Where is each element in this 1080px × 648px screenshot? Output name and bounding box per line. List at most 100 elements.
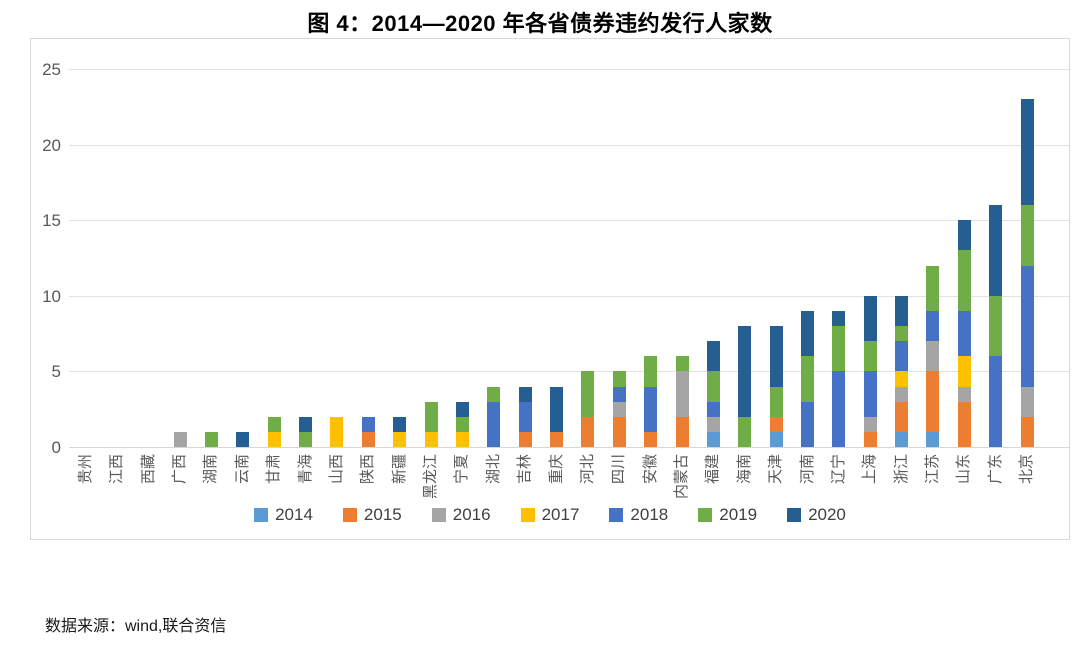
bar-segment-江苏-2014 [926, 431, 940, 447]
bar-segment-福建-2018 [706, 401, 720, 417]
x-axis-label-河北: 河北 [578, 454, 596, 485]
bar-segment-新疆-2020 [393, 416, 407, 432]
legend-swatch-icon [698, 508, 713, 522]
bar-segment-陕西-2015 [361, 431, 375, 447]
x-axis-label-江西: 江西 [108, 454, 126, 485]
bar-segment-安徽-2019 [644, 356, 658, 387]
chart-area: 0 5 10 15 20 25 贵州 江西 西藏 广西 湖南 云南 甘肃 青海 山西 陕西 新疆 黑龙江 宁夏 湖北吉… [30, 38, 1070, 540]
bar-segment-山东-2019 [957, 250, 971, 311]
y-axis-tick-label: 20 [42, 135, 61, 155]
bar-segment-黑龙江-2017 [424, 431, 438, 447]
bar-segment-宁夏-2017 [455, 431, 469, 447]
bar-segment-江苏-2019 [926, 265, 940, 311]
bar-segment-广东-2019 [989, 295, 1003, 357]
bar-segment-上海-2020 [863, 295, 877, 342]
bar-segment-广西-2016 [173, 431, 187, 447]
legend-label: 2019 [719, 505, 758, 524]
bar-宁夏 [455, 401, 469, 447]
bar-segment-河北-2019 [581, 371, 595, 417]
bar-segment-上海-2019 [863, 341, 877, 372]
x-axis-label-海南: 海南 [735, 454, 753, 485]
bar-segment-浙江-2017 [895, 371, 909, 387]
bar-山东 [957, 220, 971, 447]
bar-天津 [769, 326, 783, 447]
bar-重庆 [550, 386, 564, 447]
bar-四川 [612, 371, 626, 447]
x-axis-label-辽宁: 辽宁 [829, 454, 847, 485]
bar-浙江 [895, 295, 909, 447]
bar-甘肃 [267, 416, 281, 447]
bar-segment-重庆-2020 [550, 386, 564, 432]
bar-segment-山东-2015 [957, 401, 971, 447]
gridline-y5 [69, 371, 1069, 373]
bar-segment-湖北-2019 [487, 386, 501, 402]
source-note: 数据来源：wind,联合资信 [45, 618, 227, 635]
bar-segment-青海-2019 [299, 431, 313, 447]
x-axis-label-安徽: 安徽 [641, 454, 659, 485]
bar-segment-北京-2018 [1020, 265, 1034, 387]
bar-上海 [863, 295, 877, 447]
bar-segment-福建-2019 [706, 371, 720, 402]
gridline-y25 [69, 69, 1069, 70]
legend-swatch-icon [254, 508, 269, 522]
x-axis-label-上海: 上海 [861, 454, 879, 485]
bar-吉林 [518, 386, 532, 447]
bar-segment-内蒙古-2019 [675, 356, 689, 372]
x-axis-label-天津: 天津 [767, 454, 785, 485]
legend-swatch-icon [342, 508, 357, 522]
x-axis-label-广东: 广东 [986, 454, 1004, 485]
bar-青海 [299, 416, 313, 447]
legend-label: 2016 [452, 505, 491, 524]
chart-legend: 2014 2015 2016 2017 2018 2019 2020 [31, 505, 1069, 525]
bar-segment-内蒙古-2015 [675, 416, 689, 447]
bar-segment-天津-2014 [769, 431, 783, 447]
x-axis-label-山东: 山东 [955, 454, 973, 485]
bar-segment-山东-2020 [957, 220, 971, 251]
x-axis-label-山西: 山西 [327, 454, 345, 485]
bar-segment-福建-2016 [706, 416, 720, 432]
x-axis-label-浙江: 浙江 [892, 454, 910, 485]
bar-黑龙江 [424, 401, 438, 447]
bar-segment-福建-2020 [706, 341, 720, 372]
x-axis-label-福建: 福建 [704, 454, 722, 485]
bar-河南 [801, 310, 814, 447]
gridline-y10 [69, 295, 1069, 297]
bar-segment-广东-2020 [989, 205, 1003, 296]
bar-segment-天津-2019 [769, 386, 783, 417]
x-axis-label-云南: 云南 [233, 454, 251, 485]
bar-segment-广东-2018 [989, 356, 1003, 447]
x-axis-label-甘肃: 甘肃 [265, 454, 283, 485]
bar-segment-河南-2018 [801, 401, 814, 447]
bar-广东 [989, 205, 1003, 447]
bar-segment-吉林-2015 [518, 431, 532, 447]
bar-segment-山东-2017 [957, 356, 971, 387]
bar-segment-湖南-2019 [204, 431, 218, 447]
x-axis-label-北京: 北京 [1018, 454, 1036, 485]
bar-辽宁 [832, 310, 846, 447]
x-axis-label-西藏: 西藏 [139, 454, 157, 485]
y-axis-tick-label: 10 [42, 286, 61, 306]
x-axis-label-广西: 广西 [171, 454, 189, 485]
bar-segment-上海-2018 [863, 371, 877, 417]
bar-segment-海南-2020 [738, 326, 752, 417]
bar-segment-黑龙江-2019 [424, 401, 438, 432]
bar-segment-浙江-2016 [895, 386, 909, 402]
x-axis-label-吉林: 吉林 [516, 454, 534, 485]
bar-segment-北京-2020 [1020, 99, 1034, 206]
bar-segment-上海-2015 [863, 431, 877, 447]
bar-segment-江苏-2018 [926, 310, 940, 342]
bar-segment-山东-2018 [957, 310, 971, 357]
legend-item-2016: 2016 [431, 505, 491, 525]
legend-label: 2018 [630, 505, 669, 524]
x-axis-label-宁夏: 宁夏 [453, 454, 471, 485]
bar-segment-甘肃-2017 [267, 431, 281, 447]
bar-segment-浙江-2014 [895, 431, 909, 447]
x-axis-label-陕西: 陕西 [359, 454, 377, 485]
bar-segment-新疆-2017 [393, 431, 407, 447]
bar-segment-天津-2015 [769, 416, 783, 432]
chart-title: 图 4：2014—2020 年各省债券违约发行人家数 [307, 11, 773, 36]
x-axis-label-新疆: 新疆 [390, 454, 408, 485]
bar-segment-北京-2016 [1020, 386, 1034, 417]
legend-swatch-icon [609, 508, 624, 522]
bar-segment-内蒙古-2016 [675, 371, 689, 417]
